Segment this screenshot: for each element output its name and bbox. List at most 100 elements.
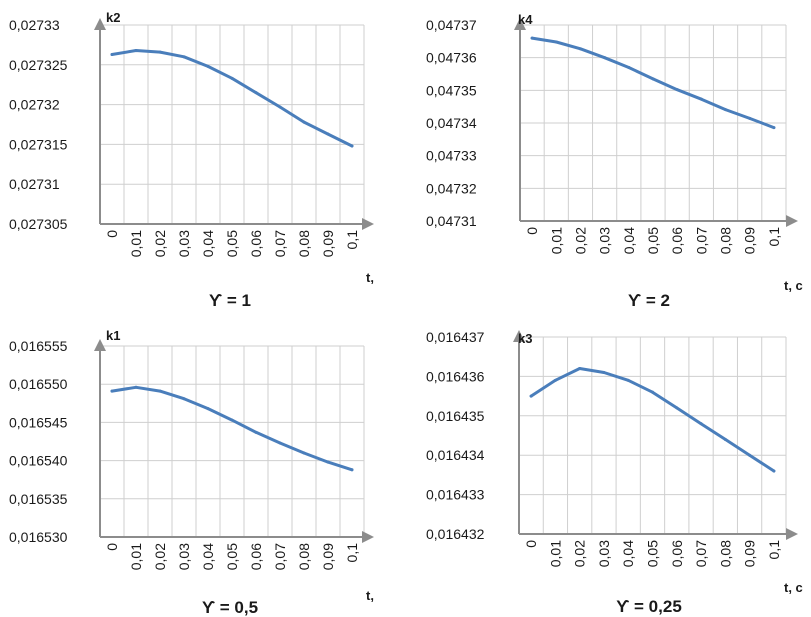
data-point [724,108,728,112]
data-point [651,77,655,81]
x-tick-label: 0,05 [224,230,240,257]
data-point [326,460,330,464]
x-tick-label: 0,1 [766,540,782,560]
data-point [578,367,582,371]
data-point [254,91,258,95]
data-point [699,422,703,426]
x-tick-label: 0,09 [320,230,336,257]
data-point [651,390,654,394]
data-point [158,389,162,393]
data-point [627,65,631,69]
y-tick-label: 0,04732 [426,180,477,196]
x-tick-label: 0,04 [620,540,636,567]
data-point [529,394,533,398]
data-point [772,126,776,130]
y-tick-label: 0,04735 [426,82,477,98]
y-tick-label: 0,016436 [426,368,485,384]
x-tick-label: 0,03 [596,540,612,567]
data-point [278,105,282,109]
x-tick-label: 0,08 [296,230,312,257]
data-point [675,406,679,410]
data-point [302,451,306,455]
data-point [158,50,162,54]
x-tick-label: 0,02 [572,540,588,567]
data-point [772,469,776,473]
y-tick-label: 0,02732 [9,97,60,113]
x-tick-label: 0,07 [693,540,709,567]
y-tick-label: 0,016535 [9,491,68,507]
y-tick-label: 0,04734 [426,115,477,131]
x-tick-label: 0,02 [572,227,588,254]
x-tick-label: 0,08 [296,543,312,570]
y-axis-label: k4 [518,12,533,27]
y-tick-label: 0,02733 [9,17,60,33]
x-tick-label: 0,08 [718,227,734,254]
y-axis-arrow [94,18,106,30]
data-point [134,385,138,389]
x-tick-label: 0,06 [669,227,685,254]
y-tick-label: 0,016540 [9,453,68,469]
x-tick-label: 0,01 [547,540,563,567]
y-tick-label: 0,04736 [426,50,477,66]
x-tick-label: 0,09 [742,227,758,254]
x-tick-label: 0,03 [176,230,192,257]
data-point [182,55,186,59]
data-point [350,144,354,148]
data-point [278,441,282,445]
chart-caption: ϒ = 0,5 [202,598,258,617]
x-tick-label: 0,05 [645,540,661,567]
x-tick-label: 0,09 [320,543,336,570]
data-point [230,418,234,422]
x-tick-label: 0,01 [128,543,144,570]
data-point [626,378,630,382]
x-axis-label: t, [366,588,374,603]
x-tick-label: 0,07 [693,227,709,254]
chart-panel-2: 0,04731 0,04732 0,04733 0,04734 0,04735 0,047… [426,12,803,310]
y-axis-label: k2 [106,10,120,25]
x-tick-label: 0,09 [742,540,758,567]
x-tick-label: 0,03 [176,543,192,570]
y-tick-label: 0,02731 [9,176,60,192]
chart-caption: ϒ = 2 [628,291,670,310]
y-axis-label: k1 [106,328,120,343]
data-point [134,48,138,52]
x-axis-label: t, c [784,278,803,293]
data-point [326,132,330,136]
x-tick-label: 0,04 [200,230,216,257]
data-point [675,88,679,92]
data-point [110,389,114,393]
y-tick-label: 0,04733 [426,148,477,164]
y-tick-label: 0,04737 [426,17,477,33]
y-tick-label: 0,04731 [426,213,477,229]
x-tick-label: 0,05 [224,543,240,570]
data-point [748,453,752,457]
x-tick-label: 0,06 [248,230,264,257]
x-tick-label: 0,05 [645,227,661,254]
chart-panel-3: 0,016530 0,016535 0,016540 0,016545 0,016550… [9,328,374,617]
chart-caption: ϒ = 0,25 [616,597,682,616]
x-axis-label: t, [366,270,374,285]
data-point [578,47,582,51]
x-tick-label: 0,04 [621,227,637,254]
y-tick-label: 0,016550 [9,376,68,392]
x-tick-label: 0,06 [248,543,264,570]
x-axis-label: t, c [784,580,803,595]
x-tick-label: 0 [104,230,120,238]
x-tick-label: 0,08 [717,540,733,567]
x-tick-label: 0,1 [766,227,782,247]
y-tick-label: 0,027305 [9,216,68,232]
chart-panel-1: 0,027305 0,02731 0,027315 0,02732 0,027325 0,… [9,10,374,310]
data-point [748,116,752,120]
chart-panel-4: 0,016432 0,016433 0,016434 0,016435 0,016436… [426,329,803,616]
y-tick-label: 0,016555 [9,338,68,354]
data-point [254,430,258,434]
x-tick-label: 0,07 [272,543,288,570]
y-tick-label: 0,016433 [426,487,485,503]
x-tick-label: 0,04 [200,543,216,570]
y-axis-arrow [94,339,106,351]
y-tick-label: 0,027315 [9,136,68,152]
x-tick-label: 0,01 [128,230,144,257]
data-point [302,120,306,124]
x-tick-label: 0,03 [597,227,613,254]
